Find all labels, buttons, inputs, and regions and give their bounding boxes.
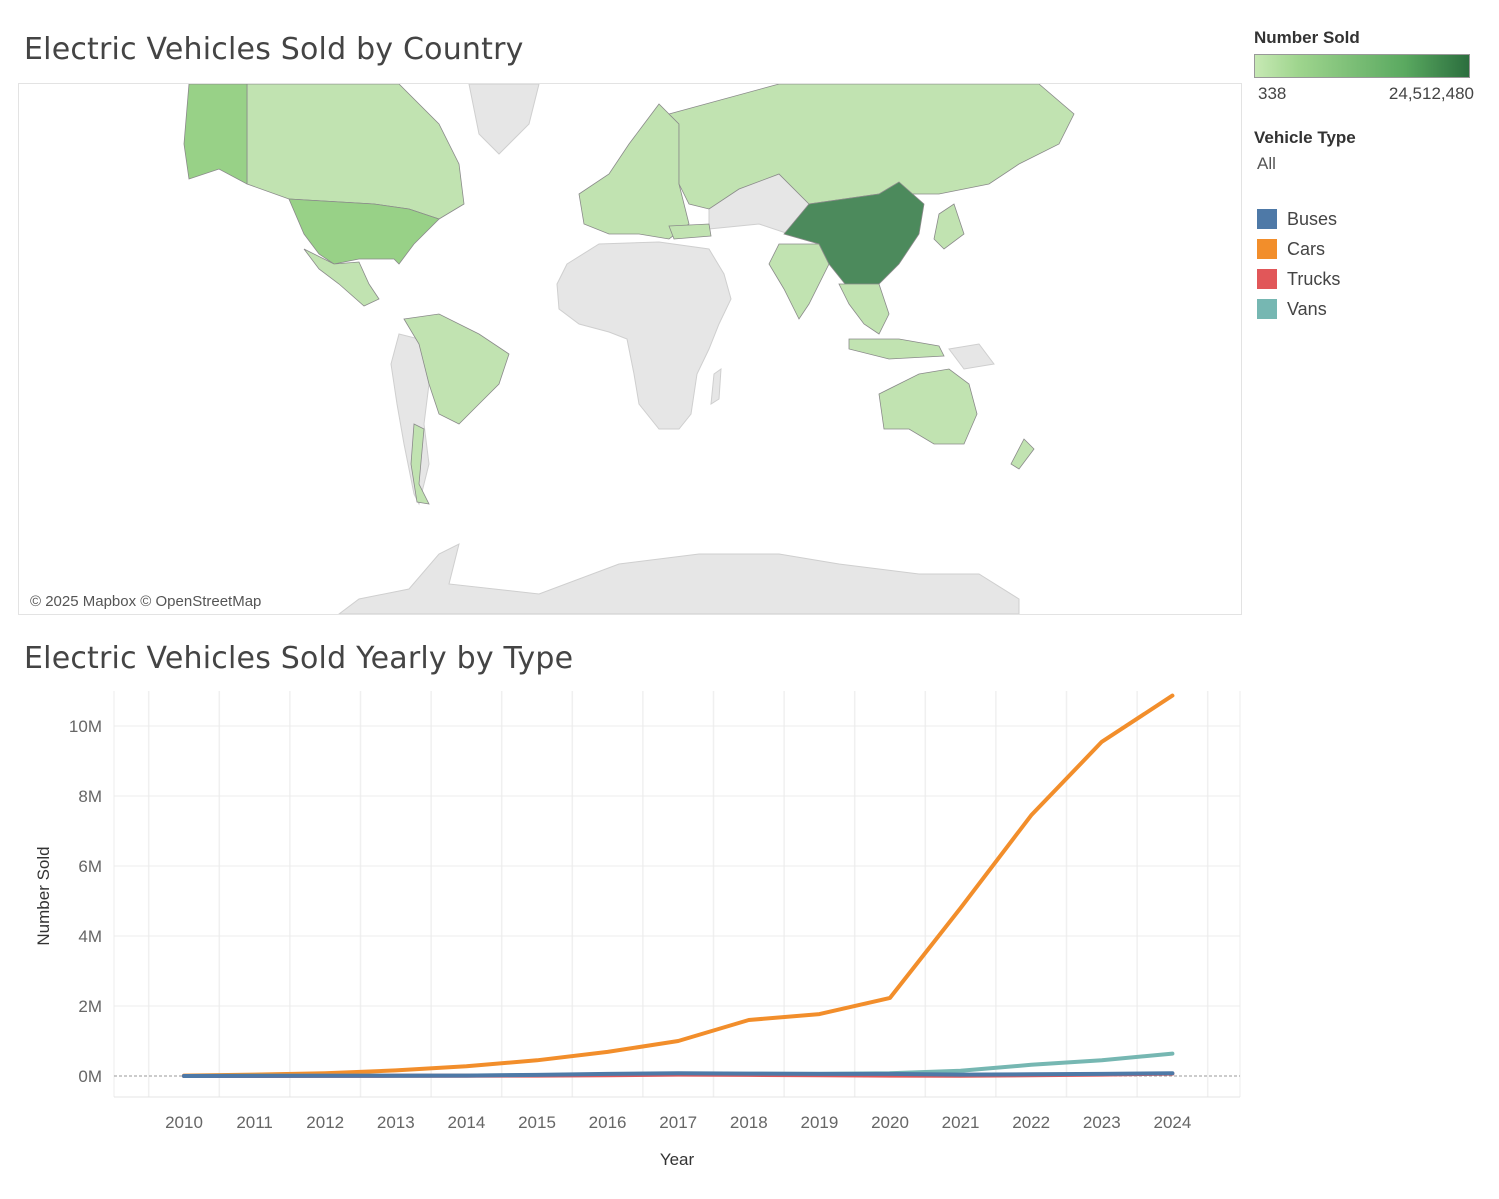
china (783, 181, 925, 290)
color-max-label: 24,512,480 (1388, 84, 1474, 103)
color-gradient-bar (1254, 54, 1470, 78)
y-tick-label: 4M (78, 927, 102, 946)
greenland (468, 84, 540, 155)
x-tick-label: 2020 (871, 1113, 909, 1132)
chile (410, 423, 430, 505)
legend-swatch-trucks (1257, 269, 1277, 289)
color-gradient-labels: 338 24,512,480 (1254, 84, 1484, 108)
se-asia (838, 283, 890, 335)
y-tick-label: 10M (69, 717, 102, 736)
line-chart[interactable]: 0M 2M 4M 6M 8M 10M 2010 2011 2012 2013 2014 2015 201… (0, 686, 1260, 1186)
new-zealand (1010, 438, 1035, 470)
madagascar (710, 367, 722, 405)
series-line-buses (182, 1071, 1175, 1078)
x-tick-label: 2011 (236, 1113, 273, 1132)
line-chart-title: Electric Vehicles Sold Yearly by Type (24, 641, 574, 676)
x-tick-label: 2010 (165, 1113, 203, 1132)
africa-landmass (556, 241, 732, 430)
alaska (183, 84, 248, 185)
india (768, 243, 830, 320)
y-axis-title: Number Sold (34, 846, 53, 945)
x-tick-label: 2013 (377, 1113, 415, 1132)
legend-item-cars[interactable]: Cars (1254, 234, 1484, 264)
x-tick-label: 2022 (1012, 1113, 1050, 1132)
y-tick-label: 8M (78, 787, 102, 806)
legend-label-vans: Vans (1287, 298, 1327, 319)
world-map[interactable]: © 2025 Mapbox © OpenStreetMap (18, 83, 1242, 615)
australia (878, 368, 978, 445)
x-tick-label: 2021 (942, 1113, 980, 1132)
vehicle-type-filter-title: Vehicle Type (1254, 128, 1356, 147)
legend-label-cars: Cars (1287, 238, 1326, 259)
papua (948, 343, 995, 370)
legend-label-buses: Buses (1287, 208, 1338, 229)
x-tick-label: 2024 (1153, 1113, 1191, 1132)
legend-swatch-buses (1257, 209, 1277, 229)
mexico (303, 248, 380, 307)
legend-item-trucks[interactable]: Trucks (1254, 264, 1484, 294)
legend-swatch-cars (1257, 239, 1277, 259)
vehicle-type-legend: Buses Cars Trucks Vans (1254, 204, 1484, 324)
x-tick-label: 2012 (306, 1113, 344, 1132)
brazil (403, 313, 510, 425)
usa (288, 198, 440, 265)
y-tick-label: 0M (78, 1067, 102, 1086)
series-line-cars (182, 693, 1175, 1078)
y-tick-label: 2M (78, 997, 102, 1016)
indonesia (848, 338, 945, 360)
color-legend-title: Number Sold (1254, 28, 1360, 47)
x-tick-label: 2019 (800, 1113, 838, 1132)
x-tick-label: 2017 (659, 1113, 697, 1132)
x-tick-label: 2023 (1083, 1113, 1121, 1132)
x-tick-label: 2015 (518, 1113, 556, 1132)
vehicle-type-filter-value[interactable]: All (1257, 154, 1276, 173)
x-tick-label: 2014 (447, 1113, 485, 1132)
map-credit[interactable]: © 2025 Mapbox © OpenStreetMap (23, 591, 269, 612)
canada (246, 84, 465, 220)
x-axis-title: Year (660, 1150, 695, 1169)
europe (578, 103, 690, 240)
legend-panel: Number Sold 338 24,512,480 Vehicle Type … (1254, 28, 1484, 324)
map-title: Electric Vehicles Sold by Country (24, 32, 524, 67)
color-min-label: 338 (1258, 84, 1287, 103)
legend-swatch-vans (1257, 299, 1277, 319)
x-tick-label: 2018 (730, 1113, 768, 1132)
turkey (668, 223, 712, 240)
legend-item-buses[interactable]: Buses (1254, 204, 1484, 234)
y-tick-label: 6M (78, 857, 102, 876)
map-svg[interactable] (19, 84, 1241, 614)
legend-label-trucks: Trucks (1287, 268, 1341, 289)
antarctica (338, 543, 1020, 614)
legend-item-vans[interactable]: Vans (1254, 294, 1484, 324)
japan (933, 203, 965, 250)
x-tick-label: 2016 (589, 1113, 627, 1132)
russia (668, 84, 1075, 210)
